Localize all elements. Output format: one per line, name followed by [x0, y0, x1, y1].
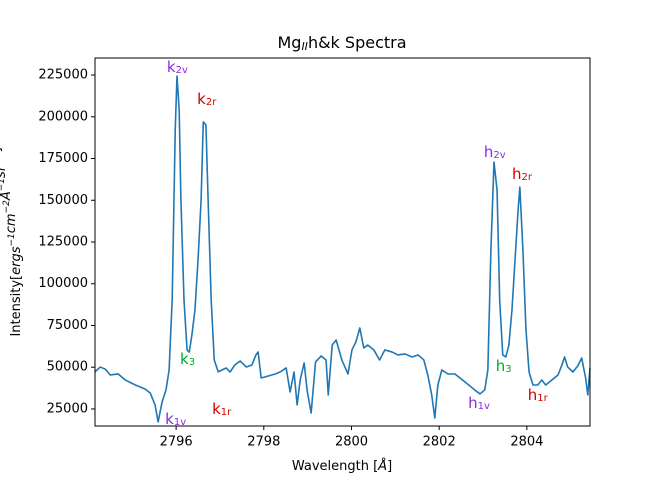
annotation: h2r [512, 165, 533, 184]
annotation-letter: h [484, 143, 494, 161]
x-label-end: ] [387, 459, 392, 474]
annotation: h1v [468, 393, 490, 412]
chart-title: MgIIh&k Spectra [277, 33, 406, 54]
title-text: Mg [277, 33, 301, 52]
y-axis-label: Intensity[ergs−1cm−2Å−1sr−1] [0, 147, 24, 336]
annotation-sub: 1r [221, 407, 232, 418]
title-sub: II [301, 40, 308, 53]
title-rest: h&k Spectra [308, 33, 407, 52]
annotation: h2v [484, 143, 506, 162]
y-tick-label: 225000 [38, 68, 88, 83]
y-label-suffix: ] [0, 147, 4, 152]
y-tick-label: 25000 [47, 401, 88, 416]
y-label-base: cm [4, 213, 19, 233]
annotation: k2v [167, 58, 188, 77]
annotation-sub: 1v [174, 417, 186, 428]
x-tick-label: 2798 [247, 435, 280, 450]
annotation: k3 [180, 350, 195, 369]
y-tick-label: 150000 [38, 193, 88, 208]
axes-frame [94, 57, 591, 427]
annotation-sub: 1v [478, 401, 490, 412]
x-tick-label: 2800 [335, 435, 368, 450]
annotation-sub: 2r [206, 97, 217, 108]
annotation-letter: k [165, 409, 174, 427]
y-label-base: sr [0, 164, 9, 178]
annotation-letter: k [167, 58, 176, 76]
y-tick-label: 50000 [47, 360, 88, 375]
annotation-letter: h [496, 356, 506, 374]
annotation: k1v [165, 409, 186, 428]
spectrum-line [94, 75, 591, 423]
annotation-letter: h [512, 165, 522, 183]
annotation-sub: 1r [537, 393, 548, 404]
annotation-sub: 2v [493, 150, 505, 161]
y-tick-label: 175000 [38, 151, 88, 166]
annotation-sub: 3 [505, 364, 511, 375]
annotation-letter: k [212, 399, 221, 417]
y-label-exp: −1 [0, 153, 2, 166]
y-label-base: ergs [9, 246, 24, 275]
annotation-sub: 3 [189, 357, 195, 368]
y-label-exp: −2 [2, 200, 12, 214]
x-tick-label: 2802 [423, 435, 456, 450]
annotation: k2r [197, 90, 217, 109]
annotation: k1r [212, 399, 232, 418]
y-tick-label: 100000 [38, 276, 88, 291]
annotation-letter: h [528, 385, 538, 403]
annotation-letter: k [197, 90, 206, 108]
x-tick-label: 2796 [160, 435, 193, 450]
annotation-sub: 2v [176, 65, 188, 76]
annotation-letter: h [468, 393, 478, 411]
annotation: h3 [496, 356, 512, 375]
y-tick-label: 125000 [38, 235, 88, 250]
y-label-exp: −1 [7, 233, 17, 246]
y-label-base: Å [0, 191, 14, 201]
annotation-sub: 2r [521, 172, 532, 183]
annotation-letter: k [180, 350, 189, 368]
y-tick-label: 75000 [47, 318, 88, 333]
x-label-text: Wavelength [ [292, 459, 378, 474]
x-tick-label: 2804 [510, 435, 543, 450]
y-label-prefix: Intensity[ [9, 275, 24, 337]
y-label-exp: −1 [0, 178, 7, 191]
annotation: h1r [528, 385, 549, 404]
y-tick-label: 200000 [38, 109, 88, 124]
x-label-italic: Å [377, 458, 387, 474]
x-axis-label: Wavelength [Å] [292, 458, 392, 474]
